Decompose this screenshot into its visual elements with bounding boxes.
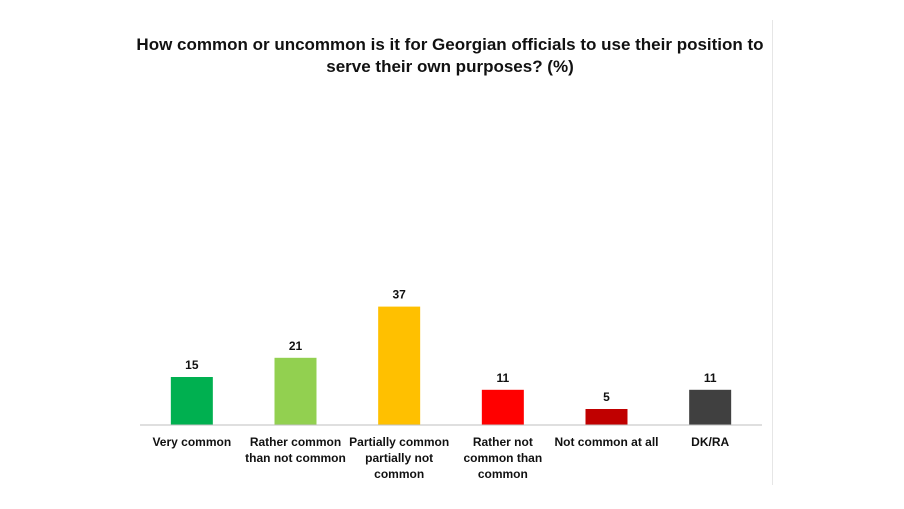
category-label: Very common	[152, 435, 231, 449]
category-label-line: Not common at all	[554, 435, 658, 449]
category-label: Not common at all	[554, 435, 658, 449]
category-label-line: partially not	[365, 451, 433, 465]
data-label: 5	[603, 390, 610, 404]
category-label: Rather not common than common	[463, 435, 542, 481]
category-label: Rather common than not common	[245, 435, 346, 465]
bar	[378, 306, 421, 425]
bar	[274, 357, 317, 425]
data-label: 37	[392, 288, 406, 302]
data-label: 11	[496, 371, 509, 385]
data-label: 11	[704, 371, 717, 385]
category-label-line: common than	[463, 451, 542, 465]
bar	[585, 409, 628, 425]
category-label-line: Partially common	[349, 435, 449, 449]
bar	[689, 389, 732, 425]
category-label: DK/RA	[691, 435, 729, 449]
chart-title: How common or uncommon is it for Georgia…	[136, 35, 764, 76]
category-label-line: Rather common	[250, 435, 341, 449]
category-label-line: Rather not	[473, 435, 533, 449]
bar	[481, 389, 524, 425]
category-label-line: Very common	[152, 435, 231, 449]
bar	[170, 377, 213, 425]
plot-area-border	[772, 20, 773, 485]
category-label-line: than not common	[245, 451, 346, 465]
category-label-line: common	[374, 467, 424, 481]
data-label: 15	[185, 358, 199, 372]
data-label: 21	[289, 339, 303, 353]
category-label-line: common	[478, 467, 528, 481]
category-label-line: DK/RA	[691, 435, 729, 449]
category-label: Partially common partially not common	[349, 435, 449, 481]
